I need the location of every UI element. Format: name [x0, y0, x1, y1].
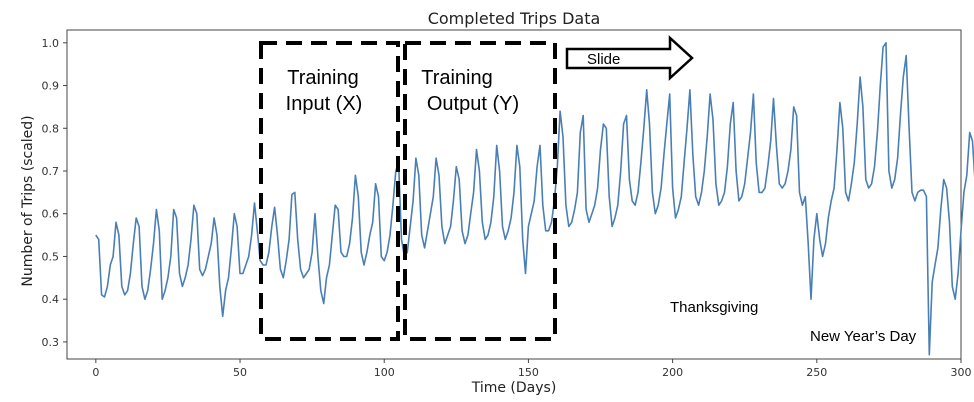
training-input-label-line2: Input (X) — [286, 93, 363, 115]
plot-area — [66, 29, 962, 360]
training-input-window — [259, 41, 400, 341]
x-tick-label: 50 — [233, 366, 247, 379]
x-tick-label: 300 — [951, 366, 972, 379]
series-line-completed-trips — [95, 42, 974, 356]
x-tick-label: 250 — [806, 366, 827, 379]
x-tick-label: 0 — [92, 366, 99, 379]
y-tick-label: 0.3 — [42, 336, 60, 349]
y-tick-label: 0.7 — [42, 165, 60, 178]
y-axis-title: Number of Trips (scaled) — [20, 115, 36, 286]
y-tick-label: 0.5 — [42, 250, 60, 263]
y-tick-label: 0.9 — [42, 80, 60, 93]
x-tick-label: 100 — [374, 366, 395, 379]
new-years-day-annotation: New Year’s Day — [810, 328, 917, 345]
training-output-window — [403, 41, 557, 341]
training-output-label-line2: Output (Y) — [427, 93, 519, 115]
thanksgiving-annotation: Thanksgiving — [670, 299, 758, 316]
y-tick-label: 1.0 — [42, 37, 60, 50]
x-axis-title: Time (Days) — [471, 380, 557, 396]
x-axis-ticks: 0 50 100 150 200 250 300 — [92, 359, 972, 379]
x-tick-label: 200 — [662, 366, 683, 379]
training-output-label-line1: Training — [421, 67, 493, 89]
slide-arrow-icon — [565, 35, 694, 81]
y-tick-label: 0.4 — [42, 293, 60, 306]
y-tick-label: 0.8 — [42, 122, 60, 135]
chart-title: Completed Trips Data — [428, 9, 601, 28]
training-input-label-line1: Training — [287, 67, 359, 89]
y-axis-ticks: 0.3 0.4 0.5 0.6 0.7 0.8 0.9 1.0 — [42, 37, 67, 349]
y-tick-label: 0.6 — [42, 208, 60, 221]
x-tick-label: 150 — [518, 366, 539, 379]
slide-label: Slide — [587, 51, 620, 68]
